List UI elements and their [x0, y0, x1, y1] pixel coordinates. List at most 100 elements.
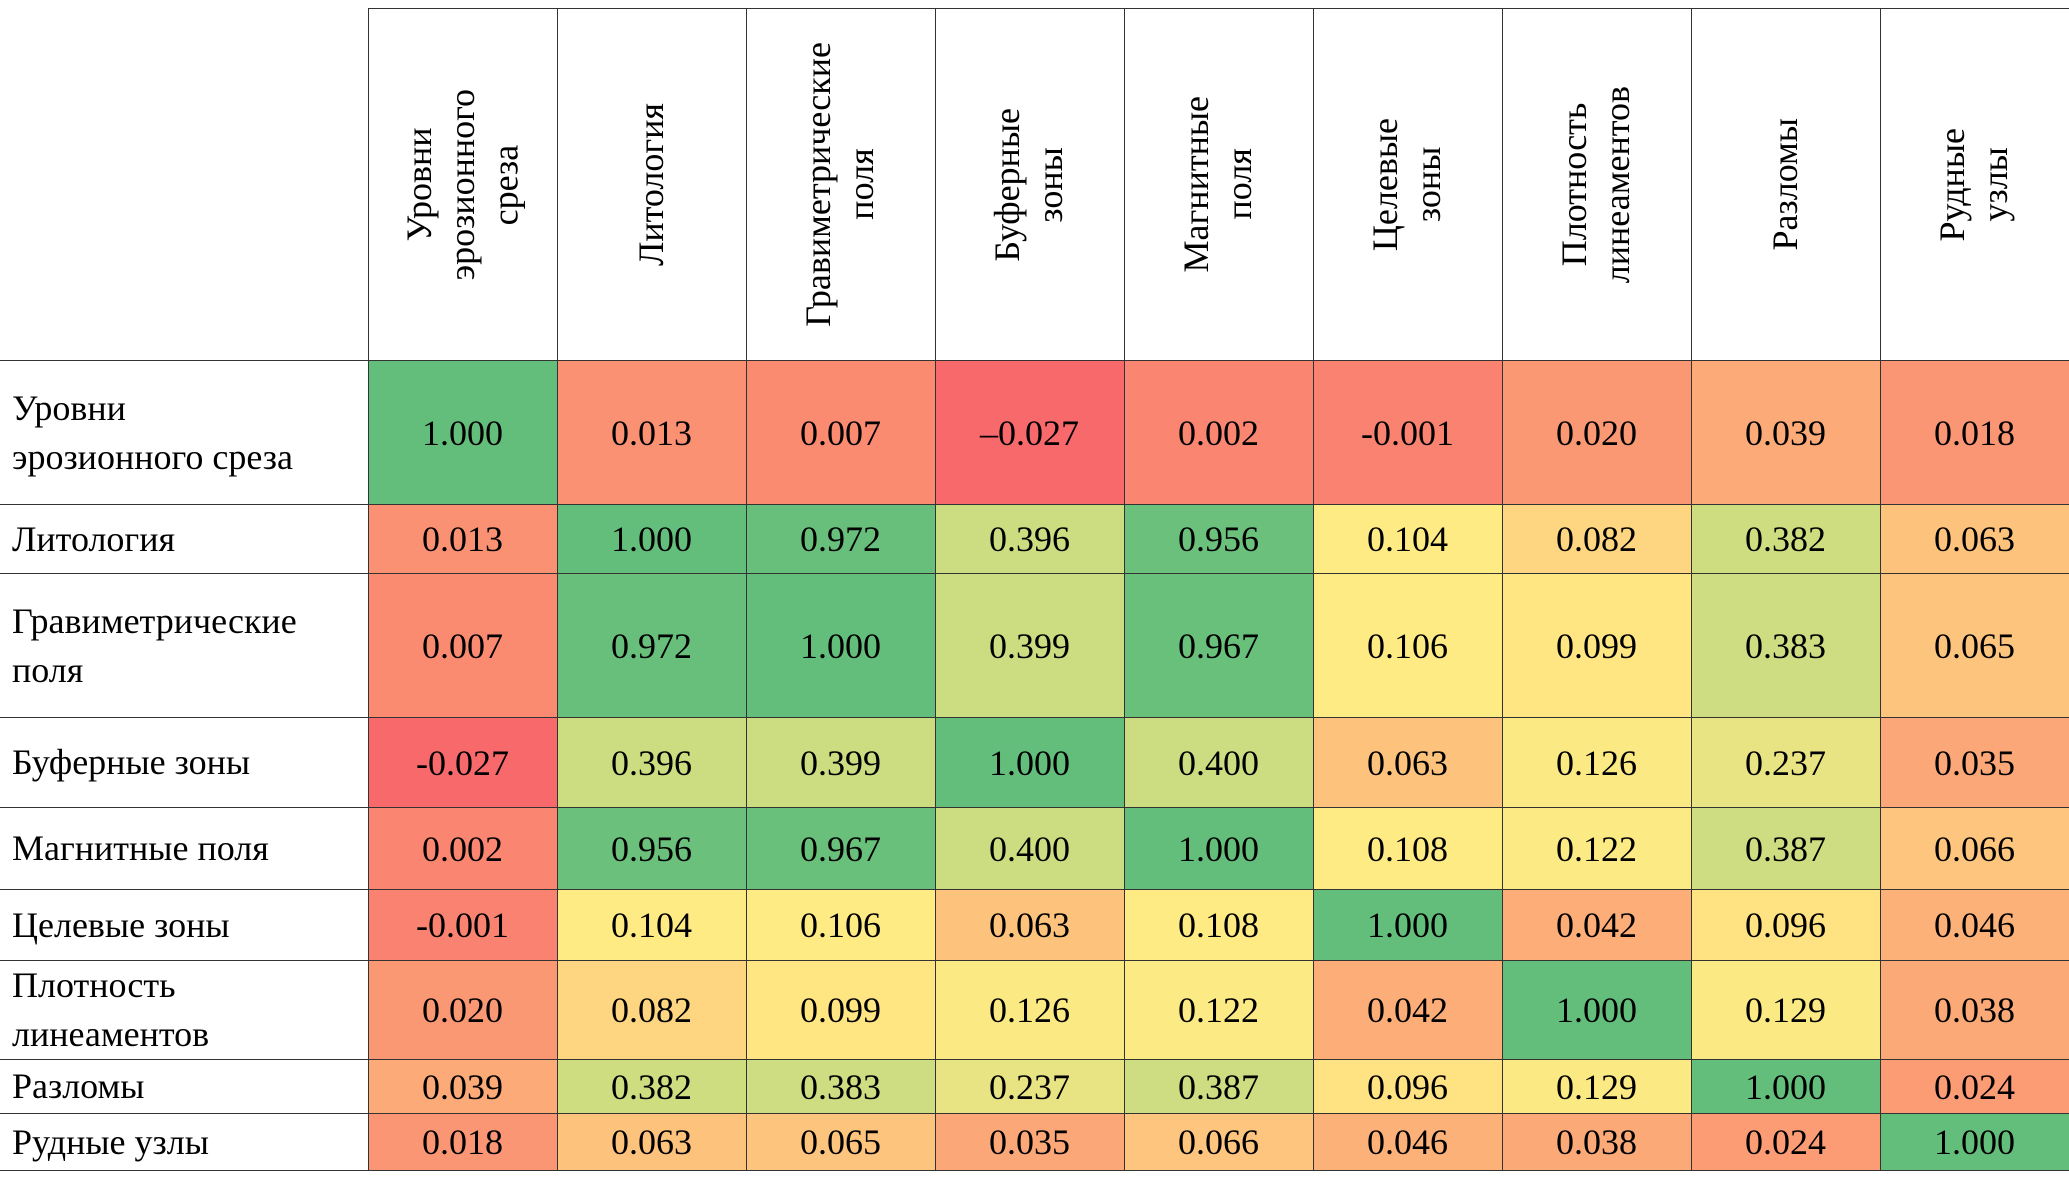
value-cell: 0.066 — [1879, 807, 2069, 890]
value-cell: 0.399 — [745, 717, 936, 808]
column-header: Магнитные поля — [1123, 8, 1314, 361]
value-cell: 0.096 — [1690, 889, 1881, 961]
value-cell: 0.967 — [745, 807, 936, 890]
column-header-text: Рудные узлы — [1932, 127, 2016, 242]
row-label: Разломы — [0, 1059, 369, 1114]
value-cell: 1.000 — [1879, 1113, 2069, 1171]
value-cell: 0.104 — [1312, 504, 1503, 574]
value-cell: 0.972 — [556, 573, 747, 718]
value-cell: 0.063 — [556, 1113, 747, 1171]
value-cell: 0.099 — [745, 960, 936, 1060]
value-cell: 0.400 — [1123, 717, 1314, 808]
value-cell: 1.000 — [934, 717, 1125, 808]
header-row: Уровни эрозионного среза Литология Гравиме… — [0, 8, 2069, 361]
value-cell: 0.106 — [1312, 573, 1503, 718]
value-cell: 0.387 — [1123, 1059, 1314, 1114]
value-cell: -0.027 — [367, 717, 558, 808]
value-cell: 0.063 — [1312, 717, 1503, 808]
value-cell: 0.129 — [1501, 1059, 1692, 1114]
column-header-text: Магнитные поля — [1176, 96, 1260, 273]
row-label: Целевые зоны — [0, 889, 369, 961]
value-cell: 0.129 — [1690, 960, 1881, 1060]
value-cell: 0.237 — [1690, 717, 1881, 808]
value-cell: 1.000 — [1690, 1059, 1881, 1114]
row-label: Гравиметрические поля — [0, 573, 369, 718]
column-header: Буферные зоны — [934, 8, 1125, 361]
column-header: Уровни эрозионного среза — [367, 8, 558, 361]
value-cell: 0.096 — [1312, 1059, 1503, 1114]
column-header-text: Литология — [630, 102, 671, 267]
value-cell: 0.063 — [934, 889, 1125, 961]
value-cell: 0.024 — [1690, 1113, 1881, 1171]
value-cell: 0.382 — [1690, 504, 1881, 574]
table-row: Гравиметрические поля 0.007 0.972 1.000 0.39… — [0, 573, 2069, 718]
column-header: Литология — [556, 8, 747, 361]
value-cell: 0.396 — [556, 717, 747, 808]
value-cell: 0.046 — [1312, 1113, 1503, 1171]
column-header: Рудные узлы — [1879, 8, 2069, 361]
value-cell: 0.387 — [1690, 807, 1881, 890]
column-header-text: Уровни эрозионного среза — [398, 88, 526, 281]
row-label: Плотность линеаментов — [0, 960, 369, 1060]
value-cell: 0.007 — [367, 573, 558, 718]
value-cell: 0.399 — [934, 573, 1125, 718]
value-cell: -0.001 — [367, 889, 558, 961]
value-cell: 1.000 — [556, 504, 747, 574]
value-cell: 0.013 — [556, 360, 747, 505]
value-cell: 1.000 — [745, 573, 936, 718]
value-cell: 0.038 — [1501, 1113, 1692, 1171]
value-cell: 0.956 — [1123, 504, 1314, 574]
table-row: Разломы 0.039 0.382 0.383 0.237 0.387 0.096 0.1… — [0, 1059, 2069, 1114]
value-cell: 0.013 — [367, 504, 558, 574]
value-cell: 0.382 — [556, 1059, 747, 1114]
value-cell: -0.001 — [1312, 360, 1503, 505]
value-cell: 0.126 — [1501, 717, 1692, 808]
value-cell: 0.024 — [1879, 1059, 2069, 1114]
value-cell: 0.065 — [745, 1113, 936, 1171]
value-cell: 0.126 — [934, 960, 1125, 1060]
column-header: Целевые зоны — [1312, 8, 1503, 361]
value-cell: 0.039 — [1690, 360, 1881, 505]
table-row: Целевые зоны -0.001 0.104 0.106 0.063 0.108 1.… — [0, 889, 2069, 961]
value-cell: 0.035 — [934, 1113, 1125, 1171]
value-cell: 0.042 — [1312, 960, 1503, 1060]
value-cell: 0.967 — [1123, 573, 1314, 718]
value-cell: 1.000 — [367, 360, 558, 505]
value-cell: 0.383 — [745, 1059, 936, 1114]
value-cell: 0.237 — [934, 1059, 1125, 1114]
value-cell: 0.018 — [367, 1113, 558, 1171]
value-cell: 0.038 — [1879, 960, 2069, 1060]
value-cell: 0.020 — [367, 960, 558, 1060]
table-row: Магнитные поля 0.002 0.956 0.967 0.400 1.000 0… — [0, 807, 2069, 890]
table-row: Плотность линеаментов 0.020 0.082 0.099 0.12… — [0, 960, 2069, 1060]
value-cell: 0.018 — [1879, 360, 2069, 505]
row-label: Магнитные поля — [0, 807, 369, 890]
value-cell: 1.000 — [1312, 889, 1503, 961]
value-cell: 0.002 — [1123, 360, 1314, 505]
column-header-text: Гравиметрические поля — [798, 42, 882, 327]
column-header-text: Разломы — [1764, 118, 1805, 251]
value-cell: 0.039 — [367, 1059, 558, 1114]
value-cell: 0.972 — [745, 504, 936, 574]
column-header-text: Плотность линеаментов — [1554, 85, 1638, 284]
row-label: Буферные зоны — [0, 717, 369, 808]
value-cell: 1.000 — [1123, 807, 1314, 890]
value-cell: 0.046 — [1879, 889, 2069, 961]
row-label: Рудные узлы — [0, 1113, 369, 1171]
value-cell: 0.106 — [745, 889, 936, 961]
value-cell: 0.108 — [1312, 807, 1503, 890]
row-label: Литология — [0, 504, 369, 574]
correlation-table: Уровни эрозионного среза Литология Гравиме… — [0, 8, 2069, 1171]
column-header-text: Буферные зоны — [987, 107, 1071, 262]
value-cell: 0.082 — [556, 960, 747, 1060]
value-cell: 0.396 — [934, 504, 1125, 574]
value-cell: 0.104 — [556, 889, 747, 961]
table-row: Буферные зоны -0.027 0.396 0.399 1.000 0.400 0… — [0, 717, 2069, 808]
value-cell: 0.063 — [1879, 504, 2069, 574]
value-cell: 0.122 — [1501, 807, 1692, 890]
value-cell: 0.035 — [1879, 717, 2069, 808]
table-row: Рудные узлы 0.018 0.063 0.065 0.035 0.066 0.04… — [0, 1113, 2069, 1171]
column-header: Гравиметрические поля — [745, 8, 936, 361]
value-cell: 0.020 — [1501, 360, 1692, 505]
